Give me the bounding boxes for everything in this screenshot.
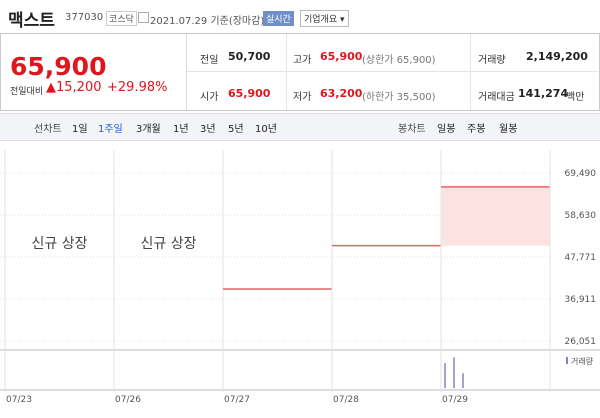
annotation: 신규 상장 — [141, 236, 197, 252]
y-tick-label: 36,911 — [565, 295, 597, 305]
tab[interactable]: 1년 — [173, 124, 189, 135]
market-badge: 코스닥 — [106, 11, 137, 26]
stat-label: 거래대금 — [478, 92, 515, 103]
tab[interactable]: 1주일 — [98, 124, 123, 135]
col-divider — [470, 34, 471, 110]
legend-label: 거래량 — [571, 356, 594, 366]
price: 65,900 — [10, 52, 107, 81]
stock-code: 377030 — [65, 12, 104, 23]
change: ▲15,200 — [46, 80, 102, 95]
calendar-icon — [138, 12, 149, 23]
stat-label: 전일 — [200, 55, 219, 66]
annotation: 신규 상장 — [32, 236, 88, 252]
stat-value: 50,700 — [228, 50, 271, 63]
tab[interactable]: 3개월 — [136, 124, 161, 135]
row-divider — [187, 71, 598, 72]
company-info-button[interactable]: 기업개요 ▾ — [300, 10, 349, 27]
tab[interactable]: 3년 — [200, 124, 216, 135]
x-tick-label: 07/23 — [6, 395, 32, 405]
company-info: 기업개요 — [304, 15, 338, 25]
realtime-badge[interactable]: 실시간 — [263, 11, 294, 26]
x-tick-label: 07/27 — [224, 395, 250, 405]
change-pct: +29.98% — [107, 80, 168, 95]
stat-label: 시가 — [200, 92, 219, 103]
x-tick-label: 07/26 — [115, 395, 141, 405]
change-value: 15,200 — [56, 80, 102, 95]
stat-value: 141,274 — [518, 87, 569, 100]
divider — [186, 34, 187, 110]
stat-label: 저가 — [293, 92, 312, 103]
stat-value: 65,900 — [228, 87, 271, 100]
x-tick-label: 07/29 — [442, 395, 468, 405]
tab[interactable]: 10년 — [255, 124, 277, 135]
tab-label: 봉차트 — [398, 124, 426, 135]
tab[interactable]: 1일 — [72, 124, 88, 135]
stat-label: 거래량 — [478, 55, 506, 66]
stat-unit: 백만 — [566, 92, 585, 103]
y-tick-label: 58,630 — [565, 211, 597, 221]
tab[interactable]: 주봉 — [467, 124, 486, 135]
legend-swatch — [566, 357, 568, 364]
stat-value: 63,200 — [320, 87, 363, 100]
stat-sub: (상한가 65,900) — [362, 55, 436, 66]
stat-sub: (하한가 35,500) — [362, 92, 436, 103]
tab[interactable]: 일봉 — [437, 124, 456, 135]
tab[interactable]: 5년 — [228, 124, 244, 135]
date: 2021.07.29 기준(장마감) — [150, 16, 265, 27]
change-area — [441, 186, 550, 246]
stat-value: 2,149,200 — [526, 50, 588, 63]
tab[interactable]: 월봉 — [499, 124, 518, 135]
stat-label: 고가 — [293, 55, 312, 66]
tab-bar — [0, 113, 600, 141]
col-divider — [286, 34, 287, 110]
tab-label: 선차트 — [34, 124, 62, 135]
y-tick-label: 26,051 — [565, 337, 597, 347]
stock-name: 맥스트 — [8, 11, 55, 31]
y-tick-label: 47,771 — [565, 253, 597, 263]
change-label: 전일대비 — [10, 87, 44, 97]
y-tick-label: 69,490 — [565, 169, 597, 179]
x-tick-label: 07/28 — [333, 395, 359, 405]
stat-value: 65,900 — [320, 50, 363, 63]
